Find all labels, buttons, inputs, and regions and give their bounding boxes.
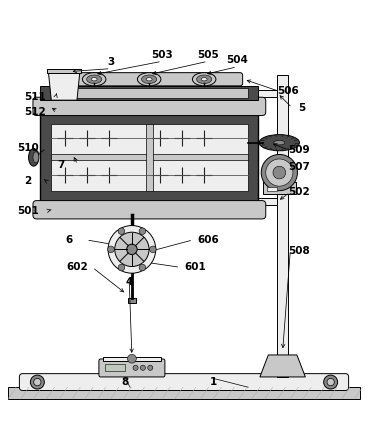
Ellipse shape bbox=[86, 75, 102, 84]
Text: 2: 2 bbox=[25, 176, 32, 186]
Ellipse shape bbox=[259, 135, 300, 151]
Text: 506: 506 bbox=[277, 86, 299, 97]
Text: 601: 601 bbox=[184, 262, 206, 272]
Ellipse shape bbox=[137, 73, 161, 86]
Circle shape bbox=[31, 375, 44, 389]
Text: 602: 602 bbox=[67, 262, 89, 272]
Circle shape bbox=[139, 228, 146, 234]
Circle shape bbox=[261, 155, 297, 190]
Bar bbox=[267, 187, 277, 191]
Ellipse shape bbox=[33, 152, 39, 163]
Polygon shape bbox=[49, 74, 80, 100]
Circle shape bbox=[324, 375, 337, 389]
FancyBboxPatch shape bbox=[99, 359, 165, 377]
Circle shape bbox=[148, 365, 153, 370]
Polygon shape bbox=[260, 355, 305, 377]
Bar bbox=[103, 357, 161, 361]
Bar bbox=[263, 182, 296, 194]
Circle shape bbox=[133, 365, 138, 370]
Circle shape bbox=[118, 228, 125, 234]
FancyBboxPatch shape bbox=[20, 373, 348, 391]
Circle shape bbox=[327, 378, 334, 386]
Circle shape bbox=[127, 244, 137, 255]
FancyBboxPatch shape bbox=[52, 73, 243, 86]
Bar bbox=[40, 86, 258, 100]
Text: 510: 510 bbox=[17, 143, 39, 153]
Text: 503: 503 bbox=[151, 50, 173, 60]
Circle shape bbox=[107, 246, 114, 253]
Text: 3: 3 bbox=[107, 57, 114, 67]
Ellipse shape bbox=[197, 75, 212, 84]
Text: 504: 504 bbox=[226, 55, 248, 65]
Ellipse shape bbox=[29, 148, 39, 166]
Circle shape bbox=[140, 365, 145, 370]
Text: 4: 4 bbox=[125, 277, 133, 287]
Text: 6: 6 bbox=[65, 235, 72, 245]
Text: 5: 5 bbox=[298, 103, 305, 113]
Circle shape bbox=[34, 378, 41, 386]
Text: 606: 606 bbox=[197, 235, 219, 245]
Text: 509: 509 bbox=[289, 145, 310, 155]
Text: 505: 505 bbox=[197, 50, 219, 60]
Bar bbox=[50, 124, 248, 191]
Text: 512: 512 bbox=[25, 106, 46, 117]
Circle shape bbox=[127, 354, 136, 363]
Text: 502: 502 bbox=[289, 187, 310, 197]
Bar bbox=[50, 155, 248, 160]
Bar bbox=[146, 124, 153, 191]
Circle shape bbox=[266, 159, 293, 186]
Ellipse shape bbox=[201, 78, 207, 81]
Bar bbox=[277, 75, 288, 377]
Ellipse shape bbox=[146, 78, 152, 81]
Circle shape bbox=[139, 264, 146, 271]
Circle shape bbox=[149, 246, 156, 253]
Ellipse shape bbox=[274, 140, 285, 145]
Text: 7: 7 bbox=[57, 159, 65, 170]
Circle shape bbox=[115, 232, 149, 267]
Ellipse shape bbox=[82, 73, 106, 86]
Text: 511: 511 bbox=[25, 92, 46, 102]
Circle shape bbox=[273, 166, 286, 179]
Bar bbox=[158, 198, 277, 205]
Text: 1: 1 bbox=[210, 377, 217, 387]
Text: 501: 501 bbox=[17, 206, 39, 215]
Circle shape bbox=[118, 264, 125, 271]
Bar bbox=[105, 364, 125, 371]
Ellipse shape bbox=[142, 75, 157, 84]
Bar bbox=[8, 387, 360, 399]
Circle shape bbox=[108, 225, 156, 273]
Ellipse shape bbox=[91, 78, 97, 81]
Bar bbox=[47, 69, 81, 74]
FancyBboxPatch shape bbox=[33, 201, 266, 219]
Bar bbox=[40, 113, 258, 201]
Text: 507: 507 bbox=[289, 162, 311, 172]
Bar bbox=[128, 298, 135, 303]
Bar bbox=[158, 89, 277, 97]
Text: 508: 508 bbox=[289, 246, 310, 256]
Ellipse shape bbox=[192, 73, 216, 86]
FancyBboxPatch shape bbox=[33, 97, 266, 116]
Text: 8: 8 bbox=[122, 377, 129, 387]
Bar bbox=[50, 89, 248, 98]
